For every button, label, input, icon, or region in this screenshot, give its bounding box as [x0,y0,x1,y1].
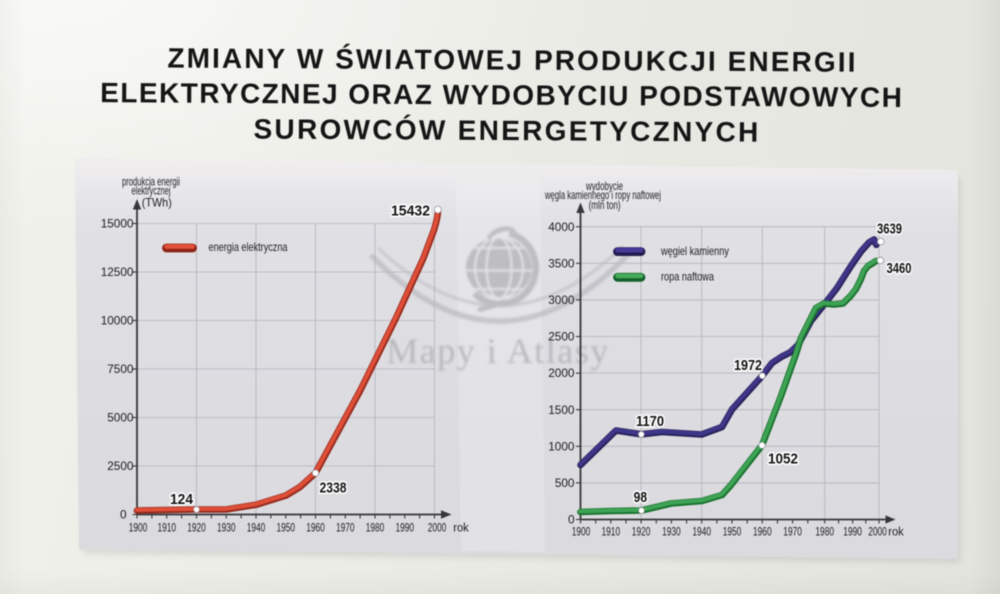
svg-text:1900: 1900 [572,525,591,539]
svg-text:1972: 1972 [734,357,762,374]
svg-text:98: 98 [634,489,648,506]
svg-text:ZMIANY W ŚWIATOWEJ PRODUKCJI E: ZMIANY W ŚWIATOWEJ PRODUKCJI ENERGII [167,42,857,77]
svg-text:1990: 1990 [843,525,862,539]
svg-text:3000: 3000 [548,293,575,307]
svg-text:15432: 15432 [391,203,430,220]
svg-text:1970: 1970 [336,521,355,535]
svg-text:1990: 1990 [395,521,414,535]
svg-text:500: 500 [555,476,575,490]
svg-text:15000: 15000 [101,217,134,231]
svg-text:10000: 10000 [101,314,134,328]
svg-text:(mln ton): (mln ton) [589,198,621,212]
svg-text:rok: rok [888,525,904,539]
svg-text:124: 124 [170,491,194,508]
svg-text:3460: 3460 [887,260,912,277]
svg-text:1500: 1500 [548,403,575,417]
svg-text:1052: 1052 [768,451,798,468]
svg-text:1970: 1970 [783,525,802,539]
svg-text:1920: 1920 [632,525,651,539]
svg-text:Mapy i Atlasy: Mapy i Atlasy [386,331,610,371]
svg-text:2000: 2000 [428,521,447,535]
svg-text:1000: 1000 [548,439,575,453]
svg-text:1980: 1980 [366,521,385,535]
svg-text:5000: 5000 [107,411,134,425]
svg-text:0: 0 [568,513,575,527]
svg-text:1910: 1910 [157,521,176,535]
svg-text:produkcja energii: produkcja energii [122,174,180,188]
svg-text:0: 0 [120,508,127,522]
svg-text:energia elektryczna: energia elektryczna [209,240,288,254]
svg-text:7500: 7500 [107,362,134,376]
svg-text:2500: 2500 [107,459,134,473]
svg-text:SUROWCÓW ENERGETYCZNYCH: SUROWCÓW ENERGETYCZNYCH [253,114,760,148]
svg-text:1930: 1930 [662,525,681,539]
svg-text:3639: 3639 [877,221,902,238]
svg-text:1980: 1980 [815,525,834,539]
svg-text:1170: 1170 [636,413,664,430]
svg-text:węgiel kamienny: węgiel kamienny [660,244,729,258]
svg-text:węgla kamiennego i ropy naftow: węgla kamiennego i ropy naftowej [544,188,661,202]
svg-text:12500: 12500 [101,265,134,279]
svg-text:4000: 4000 [548,220,575,234]
svg-text:2000: 2000 [868,525,887,539]
svg-text:ELEKTRYCZNEJ ORAZ WYDOBYCIU PO: ELEKTRYCZNEJ ORAZ WYDOBYCIU PODSTAWOWYCH [100,77,903,113]
svg-text:1960: 1960 [753,525,772,539]
svg-text:wydobycie: wydobycie [585,179,623,193]
svg-text:elektrycznej: elektrycznej [132,183,171,197]
svg-text:3500: 3500 [548,256,575,270]
svg-text:2000: 2000 [548,366,575,380]
svg-text:2500: 2500 [548,330,575,344]
svg-text:ropa naftowa: ropa naftowa [661,270,714,284]
svg-text:1940: 1940 [247,521,266,535]
svg-text:1950: 1950 [723,525,742,539]
svg-text:(TWh): (TWh) [142,195,172,209]
svg-text:rok: rok [453,521,469,535]
svg-text:1940: 1940 [692,525,711,539]
svg-text:1930: 1930 [217,521,236,535]
svg-text:1950: 1950 [276,521,295,535]
svg-text:1960: 1960 [306,521,325,535]
svg-text:1920: 1920 [187,521,206,535]
svg-text:1900: 1900 [129,521,148,535]
svg-text:1910: 1910 [602,525,621,539]
svg-text:2338: 2338 [320,480,347,497]
